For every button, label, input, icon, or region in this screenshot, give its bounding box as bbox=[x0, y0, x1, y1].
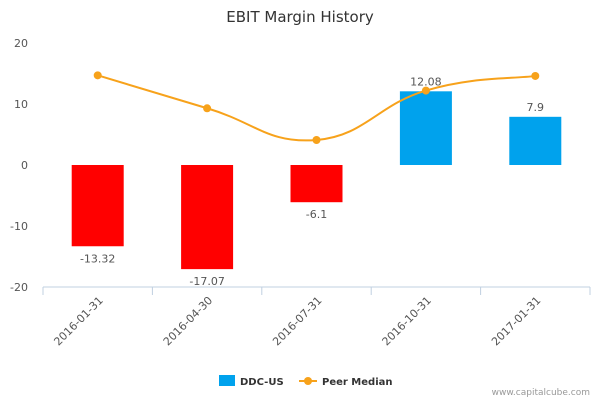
line-series bbox=[93, 71, 540, 144]
credit-text[interactable]: www.capitalcube.com bbox=[492, 388, 590, 398]
legend-swatch-ddc bbox=[219, 375, 235, 386]
peer-median-point[interactable] bbox=[312, 135, 321, 144]
legend-label-ddc[interactable]: DDC-US bbox=[240, 377, 284, 388]
x-tick-label: 2016-10-31 bbox=[380, 294, 434, 348]
peer-median-point[interactable] bbox=[93, 71, 102, 80]
x-tick-label: 2016-01-31 bbox=[51, 294, 105, 348]
y-tick-label: -20 bbox=[10, 281, 28, 294]
y-tick-label: 0 bbox=[21, 159, 28, 172]
x-axis: 2016-01-31 2016-04-30 2016-07-31 2016-10-31… bbox=[42, 286, 591, 348]
x-tick-label: 2016-04-30 bbox=[161, 294, 215, 348]
bar[interactable] bbox=[181, 165, 234, 270]
bar-data-label: -13.32 bbox=[80, 252, 115, 265]
x-tick-label: 2016-07-31 bbox=[270, 294, 324, 348]
peer-median-point[interactable] bbox=[531, 71, 540, 80]
bar-data-label: -17.07 bbox=[189, 275, 224, 288]
bar[interactable] bbox=[509, 116, 562, 165]
y-tick-label: -10 bbox=[10, 220, 28, 233]
y-axis: 20 10 0 -10 -20 bbox=[10, 37, 28, 294]
legend-label-peer[interactable]: Peer Median bbox=[322, 377, 393, 388]
y-tick-label: 10 bbox=[14, 98, 28, 111]
bar-series bbox=[71, 91, 562, 270]
x-tick-label: 2017-01-31 bbox=[489, 294, 543, 348]
legend-marker-peer bbox=[304, 377, 312, 385]
chart-title: EBIT Margin History bbox=[226, 8, 374, 26]
legend[interactable]: DDC-US Peer Median bbox=[219, 375, 393, 388]
peer-median-point[interactable] bbox=[203, 104, 212, 113]
bar[interactable] bbox=[290, 165, 343, 203]
peer-median-line bbox=[97, 74, 536, 142]
bar[interactable] bbox=[71, 165, 124, 247]
peer-median-point[interactable] bbox=[421, 86, 430, 95]
bar-data-label: 12.08 bbox=[410, 75, 442, 88]
data-labels: -13.32 -17.07 -6.1 12.08 7.9 bbox=[80, 75, 544, 288]
bar[interactable] bbox=[399, 91, 452, 165]
y-tick-label: 20 bbox=[14, 37, 28, 50]
bar-data-label: 7.9 bbox=[527, 101, 545, 114]
bar-data-label: -6.1 bbox=[306, 208, 327, 221]
